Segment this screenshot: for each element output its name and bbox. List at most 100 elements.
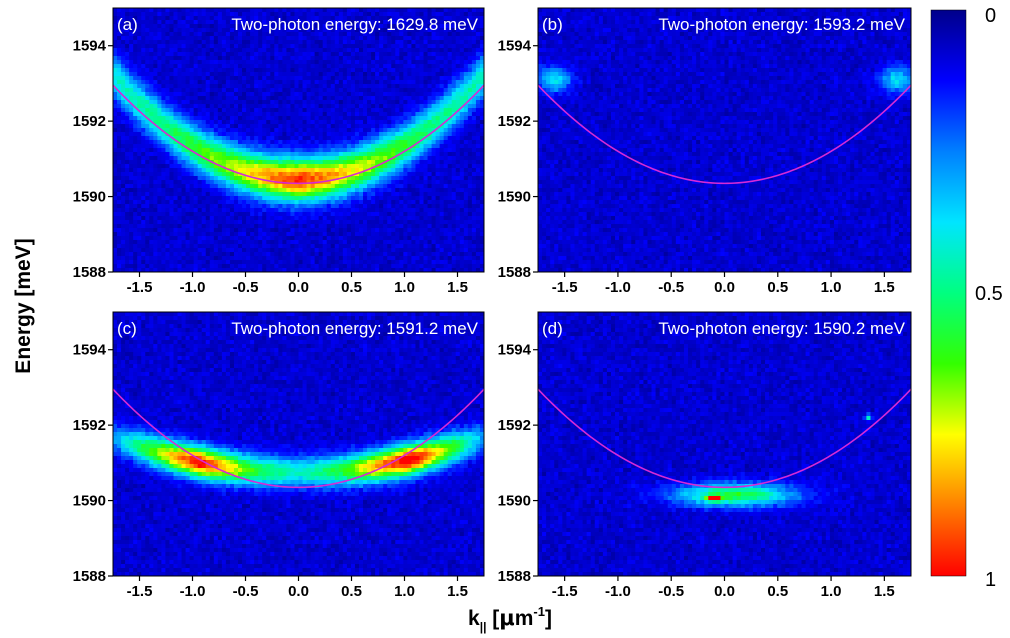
heatmap-cell	[459, 220, 465, 225]
heatmap-cell	[225, 16, 231, 21]
heatmap-cell	[310, 88, 316, 93]
heatmap-cell	[455, 156, 461, 161]
heatmap-cell	[169, 176, 175, 181]
heatmap-cell	[258, 212, 263, 217]
heatmap-cell	[294, 124, 300, 129]
heatmap-cell	[322, 32, 328, 37]
heatmap-cell	[254, 188, 259, 193]
heatmap-cell	[286, 32, 292, 37]
heatmap-cell	[221, 212, 227, 217]
heatmap-cell	[201, 112, 207, 117]
heatmap-cell	[479, 112, 484, 117]
heatmap-cell	[342, 220, 348, 225]
heatmap-cell	[375, 200, 380, 205]
heatmap-cell	[322, 88, 328, 93]
heatmap-cell	[330, 60, 336, 65]
heatmap-cell	[217, 76, 223, 81]
heatmap-cell	[342, 132, 348, 137]
heatmap-cell	[129, 148, 134, 153]
heatmap-cell	[121, 192, 126, 197]
heatmap-cell	[242, 220, 247, 225]
heatmap-cell	[387, 156, 392, 161]
heatmap-cell	[298, 44, 304, 49]
heatmap-cell	[330, 144, 336, 149]
heatmap-cell	[286, 100, 292, 105]
heatmap-cell	[395, 40, 400, 45]
heatmap-cell	[197, 208, 203, 213]
heatmap-cell	[213, 64, 219, 69]
heatmap-cell	[379, 132, 384, 137]
heatmap-cell	[133, 120, 138, 125]
heatmap-cell	[161, 28, 167, 33]
heatmap-cell	[217, 100, 223, 105]
heatmap-cell	[459, 20, 465, 25]
heatmap-cell	[205, 156, 211, 161]
heatmap-cell	[338, 188, 344, 193]
heatmap-cell	[278, 80, 283, 85]
heatmap-cell	[169, 16, 175, 21]
heatmap-cell	[125, 172, 130, 177]
heatmap-cell	[262, 148, 267, 153]
heatmap-cell	[225, 180, 231, 185]
heatmap-cell	[145, 8, 150, 13]
heatmap-cell	[407, 132, 413, 137]
heatmap-cell	[379, 204, 384, 209]
heatmap-cell	[431, 164, 437, 169]
heatmap-cell	[334, 184, 340, 189]
heatmap-cell	[310, 120, 316, 125]
heatmap-cell	[205, 72, 211, 77]
heatmap-cell	[443, 100, 449, 105]
heatmap-cell	[338, 196, 344, 201]
heatmap-cell	[379, 152, 384, 157]
heatmap-cell	[209, 164, 215, 169]
heatmap-cell	[427, 104, 433, 109]
heatmap-cell	[121, 36, 126, 41]
heatmap-cell	[350, 24, 356, 29]
heatmap-cell	[447, 156, 453, 161]
heatmap-cell	[201, 88, 207, 93]
heatmap-cell	[383, 156, 388, 161]
heatmap-cell	[169, 48, 175, 53]
heatmap-cell	[193, 92, 199, 97]
heatmap-cell	[338, 44, 344, 49]
heatmap-cell	[177, 128, 183, 133]
heatmap-cell	[298, 128, 304, 133]
heatmap-cell	[471, 108, 477, 113]
heatmap-cell	[375, 156, 380, 161]
heatmap-cell	[266, 8, 271, 13]
heatmap-cell	[346, 48, 352, 53]
heatmap-cell	[326, 124, 332, 129]
heatmap-cell	[431, 16, 437, 21]
heatmap-cell	[137, 100, 142, 105]
heatmap-cell	[322, 140, 328, 145]
heatmap-cell	[447, 188, 453, 193]
heatmap-cell	[475, 120, 481, 125]
heatmap-cell	[403, 84, 408, 89]
heatmap-cell	[346, 76, 352, 81]
heatmap-cell	[411, 112, 417, 117]
heatmap-cell	[282, 136, 287, 141]
heatmap-cell	[463, 176, 469, 181]
heatmap-cell	[250, 20, 255, 25]
heatmap-cell	[463, 172, 469, 177]
heatmap-cell	[262, 160, 267, 165]
heatmap-cell	[117, 224, 122, 229]
heatmap-cell	[217, 64, 223, 69]
heatmap-cell	[419, 192, 425, 197]
heatmap-cell	[286, 188, 292, 193]
heatmap-cell	[221, 200, 227, 205]
heatmap-cell	[133, 100, 138, 105]
heatmap-cell	[330, 68, 336, 73]
heatmap-cell	[318, 16, 324, 21]
heatmap-cell	[302, 188, 308, 193]
heatmap-cell	[354, 216, 360, 221]
heatmap-cell	[363, 220, 368, 225]
heatmap-cell	[185, 124, 191, 129]
heatmap-cell	[209, 128, 215, 133]
heatmap-cell	[395, 144, 400, 149]
heatmap-cell	[238, 140, 243, 145]
heatmap-cell	[455, 28, 461, 33]
heatmap-cell	[121, 48, 126, 53]
heatmap-cell	[254, 144, 259, 149]
heatmap-cell	[318, 64, 324, 69]
